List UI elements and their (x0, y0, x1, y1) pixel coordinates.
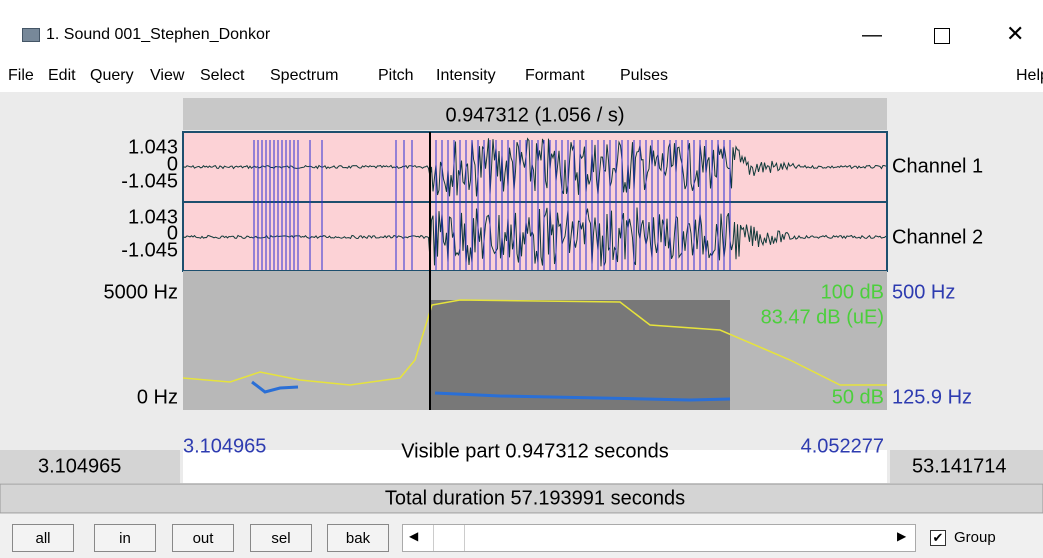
nav-button[interactable]: out (172, 524, 234, 552)
visible-end: 4.052277 (801, 435, 884, 457)
pitch-top: 500 Hz (892, 281, 955, 303)
visible-start: 3.104965 (183, 435, 266, 457)
left-outside: 3.104965 (38, 455, 121, 477)
total-duration: Total duration 57.193991 seconds (385, 487, 685, 509)
group-label: Group (954, 529, 996, 546)
channel-min: -1.045 (121, 170, 178, 192)
channel-min: -1.045 (121, 239, 178, 261)
nav-button[interactable]: all (12, 524, 74, 552)
frequency-top: 5000 Hz (104, 281, 179, 303)
scroll-left[interactable]: ◀ (409, 529, 418, 543)
intensity-top: 100 dB (821, 281, 884, 303)
pitch-bottom: 125.9 Hz (892, 386, 972, 408)
frequency-bottom: 0 Hz (137, 386, 178, 408)
editor: 0.947312 (1.056 / s) 1.043 0 -1.045 1.04… (0, 0, 1043, 558)
page: 1. Sound 001_Stephen_Donkor — ✕ FileEdit… (0, 0, 1043, 558)
nav-button[interactable]: in (94, 524, 156, 552)
channel-name: Channel 2 (892, 226, 983, 248)
intensity-cursor: 83.47 dB (uE) (761, 306, 884, 328)
scroll-thumb[interactable] (433, 525, 465, 551)
right-outside: 53.141714 (912, 455, 1007, 477)
group-checkbox[interactable]: ✔ (930, 530, 946, 546)
channel-name: Channel 1 (892, 155, 983, 177)
intensity-bottom: 50 dB (832, 386, 884, 408)
scrollbar[interactable]: ◀ ▶ (402, 524, 916, 552)
nav-button[interactable]: sel (250, 524, 312, 552)
visible-part: Visible part 0.947312 seconds (401, 440, 669, 462)
selection-label: 0.947312 (1.056 / s) (445, 104, 624, 126)
nav-button[interactable]: bak (327, 524, 389, 552)
scroll-right[interactable]: ▶ (897, 529, 906, 543)
